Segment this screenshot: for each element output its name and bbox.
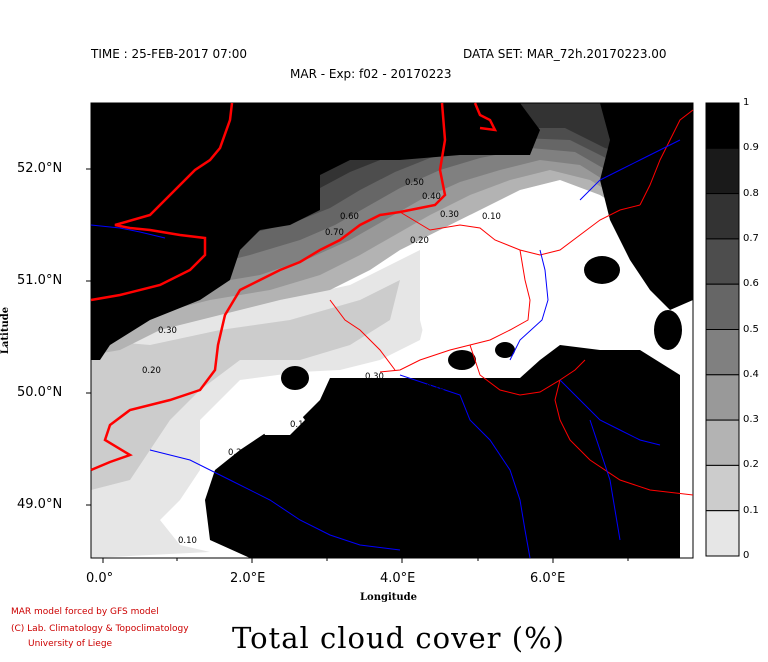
colorbar-swatch bbox=[705, 329, 740, 376]
contour-label: 0.30 bbox=[365, 372, 384, 382]
colorbar-swatch bbox=[705, 510, 740, 557]
contour-label: 0.20 bbox=[228, 448, 247, 458]
time-label: TIME : 25-FEB-2017 07:00 bbox=[91, 47, 248, 61]
colorbar-tick-label: 1 bbox=[743, 97, 750, 108]
colorbar-swatch bbox=[705, 193, 740, 240]
contour-label: 0.30 bbox=[158, 326, 177, 336]
y-axis-label: Latitude bbox=[0, 306, 12, 355]
cloud-cover-field bbox=[91, 103, 693, 558]
contour-label: 0.10 bbox=[482, 212, 501, 222]
colorbar-swatch bbox=[705, 283, 740, 331]
colorbar-swatch bbox=[705, 464, 740, 512]
colorbar-swatch bbox=[705, 419, 740, 466]
x-axis-label: Longitude bbox=[360, 592, 418, 603]
credit-line-3: University of Liege bbox=[28, 639, 113, 649]
axis-ticks bbox=[86, 168, 629, 563]
plot-frame bbox=[90, 102, 694, 559]
colorbar-tick-label: 0.9 bbox=[743, 142, 759, 154]
colorbar-swatch bbox=[705, 374, 740, 421]
colorbar-tick-label: 0 bbox=[743, 550, 750, 561]
contour-label: 0.10 bbox=[258, 462, 277, 472]
ytick-49n: 49.0°N bbox=[17, 497, 63, 512]
colorbar-swatch bbox=[705, 147, 740, 195]
dataset-label: DATA SET: MAR_72h.20170223.00 bbox=[463, 47, 667, 61]
colorbar-swatch bbox=[705, 238, 740, 285]
contour-label: 0.10 bbox=[426, 383, 445, 393]
ytick-50n: 50.0°N bbox=[17, 385, 63, 400]
chart-title: Total cloud cover (%) bbox=[232, 621, 565, 655]
credit-line-1: MAR model forced by GFS model bbox=[11, 607, 159, 617]
credit-line-2: (C) Lab. Climatology & Topoclimatology bbox=[11, 624, 189, 634]
colorbar-tick-label: 0.3 bbox=[743, 414, 759, 426]
colorbar-swatch bbox=[705, 102, 740, 149]
contour-label: 0.20 bbox=[410, 236, 429, 246]
contour-label: 0.70 bbox=[325, 228, 344, 238]
contour-label: 0.20 bbox=[142, 366, 161, 376]
xtick-6e: 6.0°E bbox=[530, 571, 566, 586]
coastline-layer bbox=[90, 102, 498, 472]
colorbar-tick-label: 0.5 bbox=[743, 323, 759, 335]
ytick-52n: 52.0°N bbox=[17, 161, 63, 176]
ytick-51n: 51.0°N bbox=[17, 273, 63, 288]
xtick-2e: 2.0°E bbox=[230, 571, 266, 586]
contour-label: 0.10 bbox=[178, 536, 197, 546]
borders-layer bbox=[329, 109, 694, 496]
contour-label: 0.40 bbox=[422, 192, 441, 202]
colorbar-tick-label: 0.7 bbox=[743, 232, 759, 244]
experiment-label: MAR - Exp: f02 - 20170223 bbox=[290, 67, 452, 81]
colorbar bbox=[705, 102, 740, 557]
colorbar-tick-label: 0.1 bbox=[743, 504, 759, 516]
xtick-0: 0.0° bbox=[86, 571, 114, 586]
contour-label: 0.60 bbox=[340, 212, 359, 222]
colorbar-tick-label: 0.4 bbox=[743, 368, 759, 380]
colorbar-tick-label: 0.8 bbox=[743, 187, 759, 199]
contour-label: 0.30 bbox=[440, 210, 459, 220]
rivers-layer bbox=[90, 139, 681, 559]
colorbar-tick-label: 0.2 bbox=[743, 459, 759, 471]
xtick-4e: 4.0°E bbox=[380, 571, 416, 586]
colorbar-tick-label: 0.6 bbox=[743, 278, 759, 290]
contour-label: 0.50 bbox=[405, 178, 424, 188]
contour-label: 0.10 bbox=[290, 420, 309, 430]
